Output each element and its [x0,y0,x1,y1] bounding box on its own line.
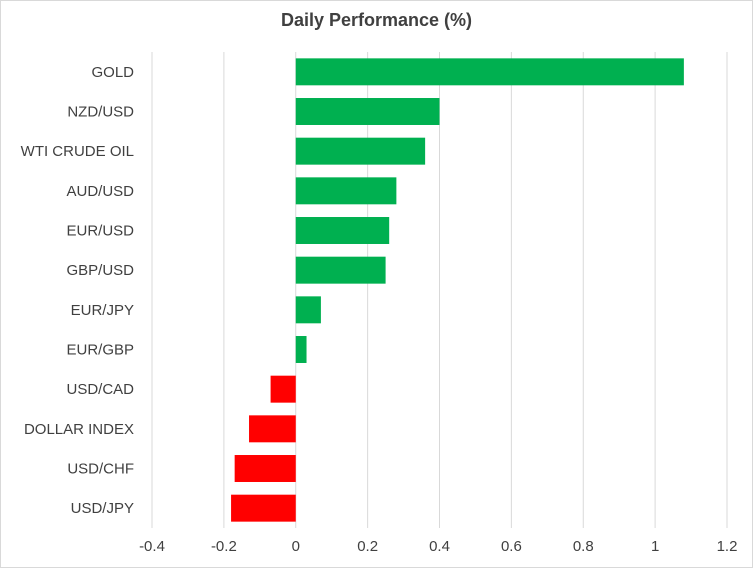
category-label: USD/JPY [71,500,134,517]
category-label: EUR/USD [66,223,134,240]
x-tick-label: 1 [651,538,659,555]
x-tick-label: 0 [292,538,300,555]
bar [270,375,296,403]
category-label: USD/CAD [66,381,134,398]
x-tick-label: -0.4 [139,538,165,555]
bar [295,256,386,284]
bar [249,415,296,443]
bar [295,296,321,324]
x-tick-label: -0.2 [211,538,237,555]
category-label: GOLD [91,64,134,81]
bar [295,177,397,205]
bar [295,336,307,363]
category-label: DOLLAR INDEX [24,421,134,438]
x-tick-label: 1.2 [717,538,738,555]
category-label: EUR/JPY [71,302,134,319]
x-tick-label: 0.4 [429,538,450,555]
bar [295,137,426,165]
category-label: USD/CHF [67,461,134,478]
bar [295,98,440,125]
x-tick-label: 0.2 [357,538,378,555]
category-label: GBP/USD [66,262,134,279]
category-label: EUR/GBP [66,342,134,359]
category-label: WTI CRUDE OIL [21,143,134,160]
bar [295,58,684,86]
category-label: AUD/USD [66,183,134,200]
category-label: NZD/USD [67,104,134,121]
x-tick-label: 0.6 [501,538,522,555]
bar [295,217,390,244]
bar [234,455,296,482]
bar [231,494,296,522]
chart-title: Daily Performance (%) [280,10,473,30]
x-tick-label: 0.8 [573,538,594,555]
